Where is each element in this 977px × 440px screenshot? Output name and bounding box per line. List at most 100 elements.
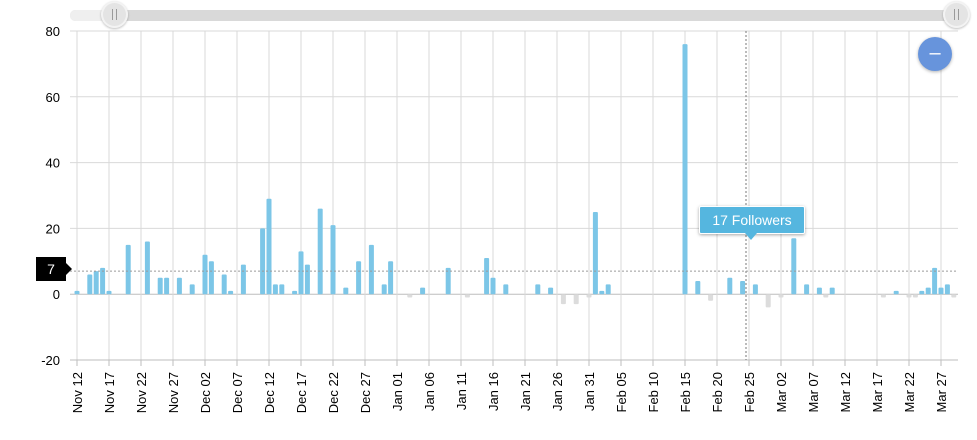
- bar[interactable]: [951, 294, 957, 298]
- bar[interactable]: [752, 284, 758, 295]
- zoom-out-button[interactable]: –: [918, 37, 952, 71]
- bar[interactable]: [317, 208, 323, 295]
- x-tick-label: Dec 27: [358, 372, 373, 413]
- x-tick-label: Mar 07: [806, 372, 821, 412]
- bar[interactable]: [87, 274, 93, 295]
- x-tick-label: Feb 10: [646, 372, 661, 412]
- bar[interactable]: [695, 281, 701, 295]
- y-tick-label: 60: [46, 90, 60, 105]
- x-tick-label: Jan 21: [518, 372, 533, 411]
- bar[interactable]: [164, 277, 170, 295]
- x-tick-label: Dec 17: [294, 372, 309, 413]
- bar[interactable]: [708, 294, 714, 301]
- bar[interactable]: [228, 290, 234, 295]
- bar[interactable]: [74, 290, 80, 295]
- x-tick-label: Jan 06: [422, 372, 437, 411]
- bar[interactable]: [893, 290, 899, 295]
- bar[interactable]: [816, 287, 822, 295]
- bar[interactable]: [682, 44, 688, 295]
- bar[interactable]: [343, 287, 349, 295]
- x-tick-label: Mar 22: [902, 372, 917, 412]
- bar[interactable]: [189, 284, 195, 295]
- bar[interactable]: [740, 281, 746, 295]
- bar[interactable]: [93, 271, 99, 295]
- bar[interactable]: [586, 294, 592, 298]
- bar[interactable]: [125, 244, 131, 295]
- bar[interactable]: [381, 284, 387, 295]
- x-tick-label: Jan 31: [582, 372, 597, 411]
- x-tick-label: Mar 02: [774, 372, 789, 412]
- bar[interactable]: [388, 261, 394, 295]
- bar[interactable]: [605, 284, 611, 295]
- bar[interactable]: [106, 290, 112, 295]
- bar[interactable]: [560, 294, 566, 305]
- x-tick-label: Nov 17: [102, 372, 117, 413]
- x-tick-label: Dec 02: [198, 372, 213, 413]
- bar[interactable]: [599, 290, 605, 295]
- bar[interactable]: [925, 287, 931, 295]
- bar[interactable]: [919, 290, 925, 295]
- x-tick-label: Dec 12: [262, 372, 277, 413]
- bar[interactable]: [778, 294, 784, 298]
- bar[interactable]: [368, 244, 374, 295]
- y-tick-label: 20: [46, 221, 60, 236]
- bar[interactable]: [503, 284, 509, 295]
- x-axis-ticks: Nov 12 Nov 17 Nov 22 Nov 27 Dec 02 Dec 07 Dec …: [70, 360, 949, 413]
- bar[interactable]: [906, 294, 912, 298]
- bar[interactable]: [484, 258, 490, 295]
- bar[interactable]: [791, 238, 797, 295]
- bar[interactable]: [260, 228, 266, 295]
- bar[interactable]: [804, 284, 810, 295]
- scrollbar-end-grip[interactable]: [943, 1, 970, 28]
- bar[interactable]: [176, 277, 182, 295]
- bar[interactable]: [100, 267, 106, 295]
- bar[interactable]: [490, 277, 496, 295]
- bar[interactable]: [912, 294, 918, 298]
- bar[interactable]: [221, 274, 227, 295]
- bar[interactable]: [407, 294, 413, 298]
- bar[interactable]: [304, 264, 310, 295]
- bar[interactable]: [464, 294, 470, 298]
- x-tick-label: Mar 27: [934, 372, 949, 412]
- bar[interactable]: [298, 251, 304, 295]
- x-tick-label: Jan 11: [454, 372, 469, 410]
- bar[interactable]: [823, 294, 829, 298]
- scrollbar-start-area: [70, 10, 116, 21]
- y-tick-label: 0: [53, 287, 60, 302]
- bar[interactable]: [445, 267, 451, 295]
- bar[interactable]: [420, 287, 426, 295]
- x-tick-label: Jan 26: [550, 372, 565, 411]
- bar[interactable]: [240, 264, 246, 295]
- y-axis-ticks: 80 60 40 20 0 -20: [41, 24, 60, 368]
- bar[interactable]: [727, 277, 733, 295]
- x-tick-label: Feb 20: [710, 372, 725, 412]
- x-tick-label: Nov 12: [70, 372, 85, 413]
- bar[interactable]: [356, 261, 362, 295]
- bar[interactable]: [208, 261, 214, 295]
- bar[interactable]: [944, 284, 950, 295]
- bar[interactable]: [548, 287, 554, 295]
- bar[interactable]: [535, 284, 541, 295]
- bar[interactable]: [157, 277, 163, 295]
- bar[interactable]: [272, 284, 278, 295]
- bar[interactable]: [266, 198, 272, 295]
- bar[interactable]: [880, 294, 886, 298]
- scrollbar-start-grip[interactable]: [101, 1, 128, 28]
- bar[interactable]: [829, 287, 835, 295]
- bar[interactable]: [292, 290, 298, 295]
- bar[interactable]: [932, 267, 938, 295]
- bar[interactable]: [202, 254, 208, 295]
- x-tick-label: Feb 15: [678, 372, 693, 412]
- bar[interactable]: [330, 225, 336, 295]
- bar[interactable]: [765, 294, 771, 308]
- bar[interactable]: [592, 211, 598, 295]
- x-tick-label: Dec 22: [326, 372, 341, 413]
- bar[interactable]: [144, 241, 150, 295]
- bar[interactable]: [279, 284, 285, 295]
- cursor-lines: [70, 31, 958, 360]
- tooltip: 17 Followers: [699, 206, 805, 240]
- bar[interactable]: [573, 294, 579, 305]
- scrollbar-track[interactable]: [70, 10, 958, 21]
- bar[interactable]: [938, 287, 944, 295]
